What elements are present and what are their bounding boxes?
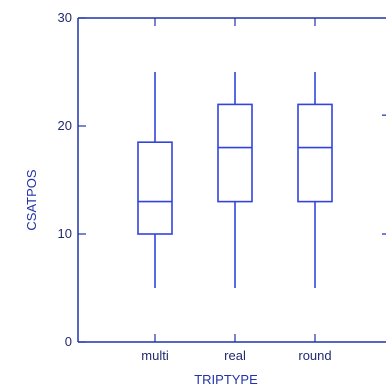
x-tick-label: round	[298, 348, 331, 363]
labels: CSATPOS TRIPTYPE	[24, 169, 258, 387]
x-tick-label: multi	[141, 348, 169, 363]
box-body	[137, 141, 173, 235]
y-tick-label: 0	[65, 334, 72, 349]
axes	[77, 17, 386, 343]
x-tick-label: real	[224, 348, 246, 363]
boxes	[137, 72, 386, 288]
y-axis-label: CSATPOS	[24, 169, 39, 230]
box-multi	[137, 72, 173, 288]
box-body	[297, 103, 333, 203]
x-axis-label: TRIPTYPE	[194, 372, 258, 387]
box-real	[217, 72, 253, 288]
y-ticks: 0 10 20 30 multi real round	[58, 10, 332, 363]
box-body	[217, 103, 253, 203]
y-tick-label: 20	[58, 118, 72, 133]
y-tick-label: 10	[58, 226, 72, 241]
box-round	[297, 72, 333, 288]
y-tick-label: 30	[58, 10, 72, 25]
